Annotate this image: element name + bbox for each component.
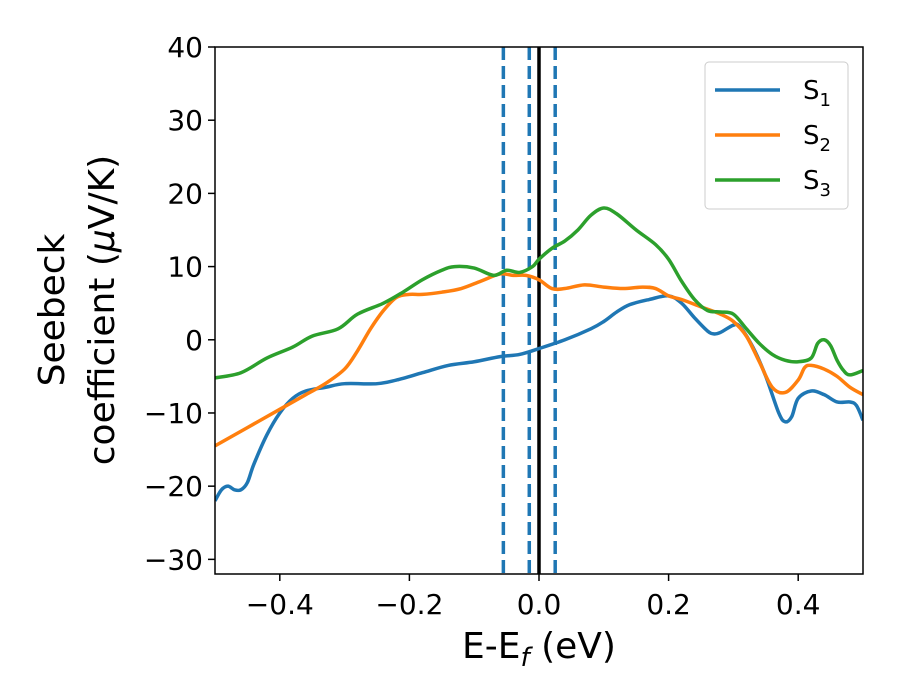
y-tick-label: 0 <box>185 324 203 357</box>
y-axis-ticks: −30 −20 −10 0 10 20 30 40 <box>144 31 215 576</box>
y-axis-label-line2: coefficient (μV/K) <box>82 155 123 465</box>
reference-lines <box>501 47 557 574</box>
series-line-s1 <box>215 294 863 502</box>
y-tick-label: 20 <box>167 177 203 210</box>
y-tick-label: −20 <box>144 470 203 503</box>
legend-label-s3: S3 <box>803 166 831 201</box>
y-tick-label: 40 <box>167 31 203 64</box>
x-axis-ticks: −0.4 −0.2 0.0 0.2 0.4 <box>246 574 821 621</box>
series-line-s2 <box>215 271 863 448</box>
legend-label-s2: S2 <box>803 121 831 156</box>
y-tick-label: −30 <box>144 543 203 576</box>
x-tick-label: 0.4 <box>776 588 821 621</box>
y-tick-label: 10 <box>167 251 203 284</box>
series-line-s3 <box>215 206 863 380</box>
legend-label-s1: S1 <box>803 76 831 111</box>
series-lines <box>215 206 863 502</box>
x-tick-label: −0.4 <box>246 588 314 621</box>
y-tick-label: 30 <box>167 104 203 137</box>
x-tick-label: −0.2 <box>375 588 443 621</box>
x-tick-label: 0.2 <box>646 588 691 621</box>
legend: S1 S2 S3 <box>704 61 849 210</box>
y-axis-label-line1: Seebeck <box>32 233 73 386</box>
y-tick-label: −10 <box>144 397 203 430</box>
x-axis-label: E-Ef (eV) <box>462 626 616 673</box>
x-tick-label: 0.0 <box>517 588 562 621</box>
